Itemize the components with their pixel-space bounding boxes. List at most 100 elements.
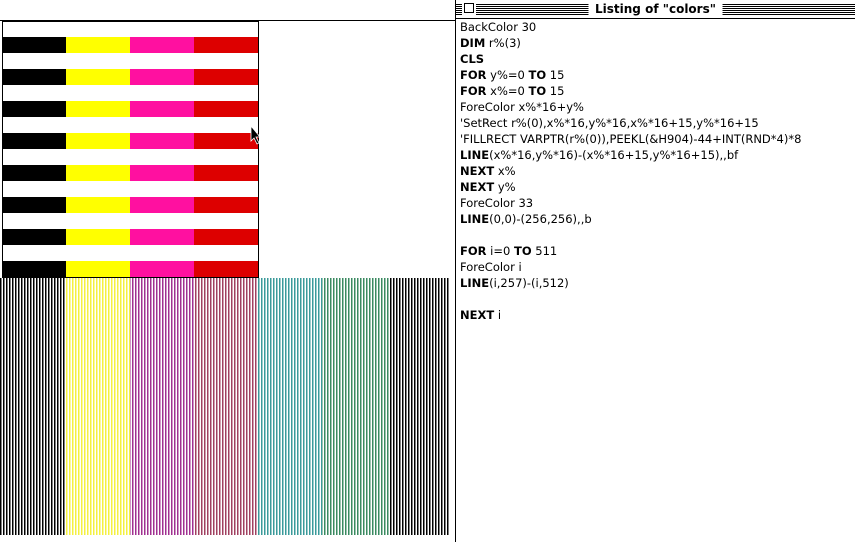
code-token: ForeColor i: [460, 260, 522, 274]
code-line: NEXT i: [460, 307, 801, 323]
color-block: [2, 69, 66, 85]
code-token: CLS: [460, 52, 485, 66]
listing-window[interactable]: Listing of "colors" BackColor 30 DIM r%(3…: [455, 0, 855, 542]
code-line: FOR y%=0 TO 15: [460, 67, 801, 83]
code-token: LINE: [460, 276, 490, 290]
color-block: [194, 101, 258, 117]
color-block: [130, 197, 194, 213]
code-line: LINE(x%*16,y%*16)-(x%*16+15,y%*16+15),,b…: [460, 147, 801, 163]
color-block: [66, 165, 130, 181]
code-token: LINE: [460, 148, 490, 162]
code-line: BackColor 30: [460, 19, 801, 35]
code-token: i=0: [486, 244, 514, 258]
code-token: NEXT: [460, 180, 495, 194]
code-token: TO: [528, 68, 547, 82]
color-block: [130, 37, 194, 53]
code-token: 'FILLRECT VARPTR(r%(0)),PEEKL(&H904)-44+…: [460, 132, 802, 146]
color-block: [2, 37, 66, 53]
code-line: LINE(0,0)-(256,256),,b: [460, 211, 801, 227]
code-line: ForeColor x%*16+y%: [460, 99, 801, 115]
color-block: [130, 165, 194, 181]
code-line: CLS: [460, 51, 801, 67]
code-line: ForeColor i: [460, 259, 801, 275]
color-block: [66, 37, 130, 53]
color-block: [194, 165, 258, 181]
code-token: ForeColor x%*16+y%: [460, 100, 584, 114]
code-block: FOR i=0 TO 511 ForeColor i LINE(i,257)-(i,…: [460, 243, 801, 291]
code-token: y%=0: [486, 68, 529, 82]
code-block: NEXT i: [460, 307, 801, 323]
code-token: 'SetRect r%(0),x%*16,y%*16,x%*16+15,y%*1…: [460, 116, 759, 130]
code-token: 15: [546, 68, 565, 82]
code-token: DIM: [460, 36, 486, 50]
code-token: (x%*16,y%*16)-(x%*16+15,y%*16+15),,bf: [489, 148, 739, 162]
close-box[interactable]: [462, 1, 476, 15]
code-line: 'FILLRECT VARPTR(r%(0)),PEEKL(&H904)-44+…: [460, 131, 801, 147]
code-line: FOR i=0 TO 511: [460, 243, 801, 259]
color-block: [194, 261, 258, 277]
color-block: [2, 229, 66, 245]
code-line: NEXT x%: [460, 163, 801, 179]
code-line: ForeColor 33: [460, 195, 801, 211]
color-block: [194, 229, 258, 245]
code-line: 'SetRect r%(0),x%*16,y%*16,x%*16+15,y%*1…: [460, 115, 801, 131]
code-line: LINE(i,257)-(i,512): [460, 275, 801, 291]
color-block: [130, 229, 194, 245]
color-block: [194, 197, 258, 213]
title-bar[interactable]: Listing of "colors": [456, 0, 855, 19]
code-token: LINE: [460, 212, 490, 226]
stripes: [194, 278, 258, 535]
color-block: [194, 69, 258, 85]
color-block: [2, 165, 66, 181]
color-block: [66, 133, 130, 149]
color-block: [66, 261, 130, 277]
code-line: NEXT y%: [460, 179, 801, 195]
code-token: TO: [513, 244, 532, 258]
color-block: [194, 37, 258, 53]
stripes: [66, 278, 130, 535]
color-block: [130, 101, 194, 117]
code-block: BackColor 30 DIM r%(3) CLS FOR y%=0 TO 15 FO…: [460, 19, 801, 227]
color-block: [130, 261, 194, 277]
code-token: x%: [494, 164, 516, 178]
frame: [2, 21, 259, 278]
code-token: 511: [531, 244, 558, 258]
code-token: x%=0: [486, 84, 529, 98]
color-block: [130, 133, 194, 149]
color-block: [66, 197, 130, 213]
window-title: Listing of "colors": [588, 0, 723, 18]
code-token: y%: [494, 180, 516, 194]
stripes: [390, 278, 450, 535]
code-token: NEXT: [460, 164, 495, 178]
stripes: [0, 278, 66, 535]
code-token: (i,257)-(i,512): [489, 276, 569, 290]
color-block: [66, 69, 130, 85]
code-token: NEXT: [460, 308, 495, 322]
code-token: FOR: [460, 68, 487, 82]
stripes: [322, 278, 390, 535]
mouse-cursor: [250, 124, 261, 145]
code-token: ForeColor 33: [460, 196, 534, 210]
color-block: [66, 101, 130, 117]
color-block: [2, 101, 66, 117]
code-token: i: [494, 308, 502, 322]
code-line: FOR x%=0 TO 15: [460, 83, 801, 99]
code-listing[interactable]: BackColor 30 DIM r%(3) CLS FOR y%=0 TO 15 FO…: [460, 19, 801, 339]
code-token: r%(3): [485, 36, 521, 50]
color-block: [2, 261, 66, 277]
color-block: [130, 69, 194, 85]
code-token: FOR: [460, 244, 487, 258]
graphics-output: [0, 20, 455, 535]
color-block: [2, 133, 66, 149]
code-token: TO: [528, 84, 547, 98]
stripes: [130, 278, 194, 535]
code-token: FOR: [460, 84, 487, 98]
color-block: [194, 133, 258, 149]
color-rows: [2, 37, 258, 277]
color-block: [66, 229, 130, 245]
code-token: 15: [546, 84, 565, 98]
stripes: [258, 278, 322, 535]
line-stripes: [0, 278, 450, 535]
code-token: BackColor 30: [460, 20, 537, 34]
